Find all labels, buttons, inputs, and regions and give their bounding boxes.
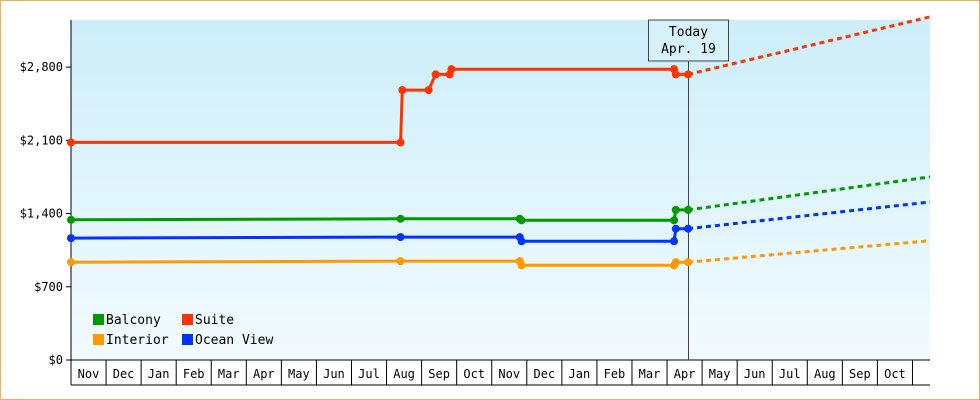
balcony-point: [67, 215, 75, 224]
x-tick-label: Aug: [814, 367, 836, 381]
y-tick-label: $0: [49, 353, 63, 367]
x-tick-label: Sep: [849, 367, 871, 381]
x-tick-label: Jun: [744, 367, 766, 381]
ocean-view-point: [67, 234, 75, 243]
balcony-point: [671, 205, 680, 214]
today-label: Today: [669, 25, 708, 40]
series-group: [67, 15, 931, 270]
legend-label: Ocean View: [195, 333, 273, 348]
x-tick-label: Nov: [78, 367, 100, 381]
series-balcony: [67, 175, 931, 225]
x-tick-label: Jul: [779, 367, 801, 381]
suite-point: [396, 138, 405, 147]
interior-point: [67, 258, 75, 267]
ocean-view-point: [684, 224, 693, 233]
x-tick-label: Dec: [533, 367, 555, 381]
series-ocean-view: [67, 200, 931, 246]
legend-swatch: [182, 334, 193, 345]
y-axis: $0 $700 $1,400 $2,100 $2,800: [20, 20, 72, 367]
plot-background: [71, 20, 930, 360]
interior-point: [684, 258, 693, 267]
suite-point: [671, 70, 680, 79]
x-tick-label: Nov: [498, 367, 520, 381]
series-interior: [67, 239, 931, 270]
legend-swatch: [182, 314, 193, 325]
interior-point: [396, 257, 405, 266]
x-tick-label: Jul: [358, 367, 380, 381]
x-tick-label: Mar: [218, 367, 240, 381]
series-suite: [67, 15, 931, 147]
ocean-view-point: [671, 224, 680, 233]
legend-label: Balcony: [106, 313, 161, 328]
legend-swatch: [93, 314, 104, 325]
y-tick-label: $2,800: [20, 60, 63, 74]
x-tick-label: Jun: [323, 367, 345, 381]
balcony-point: [396, 214, 405, 223]
legend-swatch: [93, 334, 104, 345]
x-tick-label: Oct: [463, 367, 485, 381]
x-tick-label: Aug: [393, 367, 415, 381]
y-tick-label: $2,100: [20, 133, 63, 147]
legend-label: Suite: [195, 313, 234, 328]
legend: Balcony Suite Interior Ocean View: [93, 313, 273, 348]
ocean-view-point: [517, 237, 526, 246]
x-tick-label: Apr: [674, 367, 696, 381]
today-date: Apr. 19: [661, 42, 716, 57]
today-label-box: [648, 19, 729, 62]
suite-point: [431, 70, 440, 79]
suite-point: [447, 65, 456, 74]
x-tick-label: May: [709, 367, 731, 381]
balcony-forecast-line: [687, 175, 931, 212]
x-tick-label: Jan: [569, 367, 591, 381]
balcony-point: [684, 205, 693, 214]
balcony-point: [670, 216, 679, 225]
suite-point: [684, 70, 693, 79]
legend-label: Interior: [106, 333, 169, 348]
x-tick-label: Mar: [639, 367, 661, 381]
x-tick-label: Dec: [113, 367, 135, 381]
y-tick-label: $700: [34, 280, 63, 294]
ocean-view-forecast-line: [687, 200, 931, 231]
ocean-view-point: [396, 233, 405, 242]
ocean-view-point: [670, 237, 679, 246]
interior-point: [671, 258, 680, 267]
suite-point: [424, 86, 433, 95]
x-tick-label: Apr: [253, 367, 275, 381]
suite-point: [67, 138, 75, 147]
x-tick-label: Jan: [148, 367, 170, 381]
suite-point: [398, 86, 407, 95]
x-tick-label: Feb: [604, 367, 626, 381]
x-tick-label: May: [288, 367, 310, 381]
interior-point: [517, 261, 526, 270]
suite-forecast-line: [687, 15, 931, 76]
x-tick-label: Sep: [428, 367, 450, 381]
balcony-point: [517, 216, 526, 225]
x-axis: Nov Dec Jan Feb Mar Apr May Jun Jul Aug Sep Oct Nov D…: [70, 359, 930, 386]
x-tick-label: Oct: [884, 367, 906, 381]
x-tick-label: Feb: [183, 367, 205, 381]
y-tick-label: $1,400: [20, 207, 63, 221]
interior-forecast-line: [687, 239, 931, 264]
